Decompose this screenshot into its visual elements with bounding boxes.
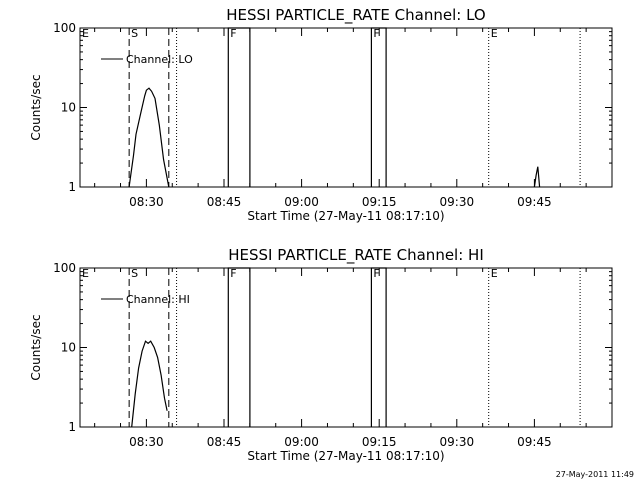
marker-label-e: E (82, 27, 89, 40)
y-tick-label: 10 (61, 101, 76, 115)
y-tick-label: 100 (53, 21, 76, 35)
marker-label-s: S (131, 27, 138, 40)
marker-label-f: F (230, 27, 236, 40)
x-tick-label: 08:30 (129, 195, 164, 209)
y-axis-label: Counts/sec (29, 74, 43, 140)
legend-label: Channel: LO (126, 53, 193, 66)
y-tick-label: 1 (68, 420, 76, 434)
y-tick-label: 10 (61, 341, 76, 355)
x-tick-label: 08:30 (129, 435, 164, 449)
footer-timestamp: 27-May-2011 11:49 (555, 470, 634, 479)
x-tick-label: 09:30 (440, 435, 475, 449)
legend-label: Channel: HI (126, 293, 190, 306)
chart-panel-1: HESSI PARTICLE_RATE Channel: LO 1 10 100 Cou… (29, 6, 613, 223)
series-line (533, 166, 541, 188)
marker-label-s: S (131, 267, 138, 280)
chart-title: HESSI PARTICLE_RATE Channel: HI (228, 246, 484, 265)
marker-label-f: F (373, 267, 379, 280)
chart-panel-2: HESSI PARTICLE_RATE Channel: HI 1 10 100 Cou… (29, 246, 613, 463)
x-tick-label: 09:45 (517, 435, 552, 449)
marker-label-e: E (82, 267, 89, 280)
y-tick-label: 100 (53, 261, 76, 275)
x-tick-label: 08:45 (207, 435, 242, 449)
x-tick-label: 09:15 (362, 195, 397, 209)
series-line (370, 27, 387, 187)
chart-title: HESSI PARTICLE_RATE Channel: LO (226, 6, 485, 25)
series-line (128, 87, 170, 188)
y-tick-label: 1 (68, 180, 76, 194)
plot-frame (79, 27, 613, 188)
marker-label-f: F (373, 27, 379, 40)
series-line (131, 340, 168, 428)
marker-label-f: F (230, 267, 236, 280)
plot-frame (79, 267, 613, 428)
series-line (227, 27, 251, 187)
marker-label-e: E (491, 27, 498, 40)
marker-label-e: E (491, 267, 498, 280)
x-tick-label: 08:45 (207, 195, 242, 209)
x-tick-label: 09:00 (284, 435, 319, 449)
series-line (370, 267, 387, 427)
x-axis-label: Start Time (27-May-11 08:17:10) (247, 209, 444, 223)
series-line (227, 267, 251, 427)
x-tick-label: 09:45 (517, 195, 552, 209)
x-tick-label: 09:30 (440, 195, 475, 209)
x-axis-label: Start Time (27-May-11 08:17:10) (247, 449, 444, 463)
x-tick-label: 09:00 (284, 195, 319, 209)
x-tick-label: 09:15 (362, 435, 397, 449)
y-axis-label: Counts/sec (29, 314, 43, 380)
